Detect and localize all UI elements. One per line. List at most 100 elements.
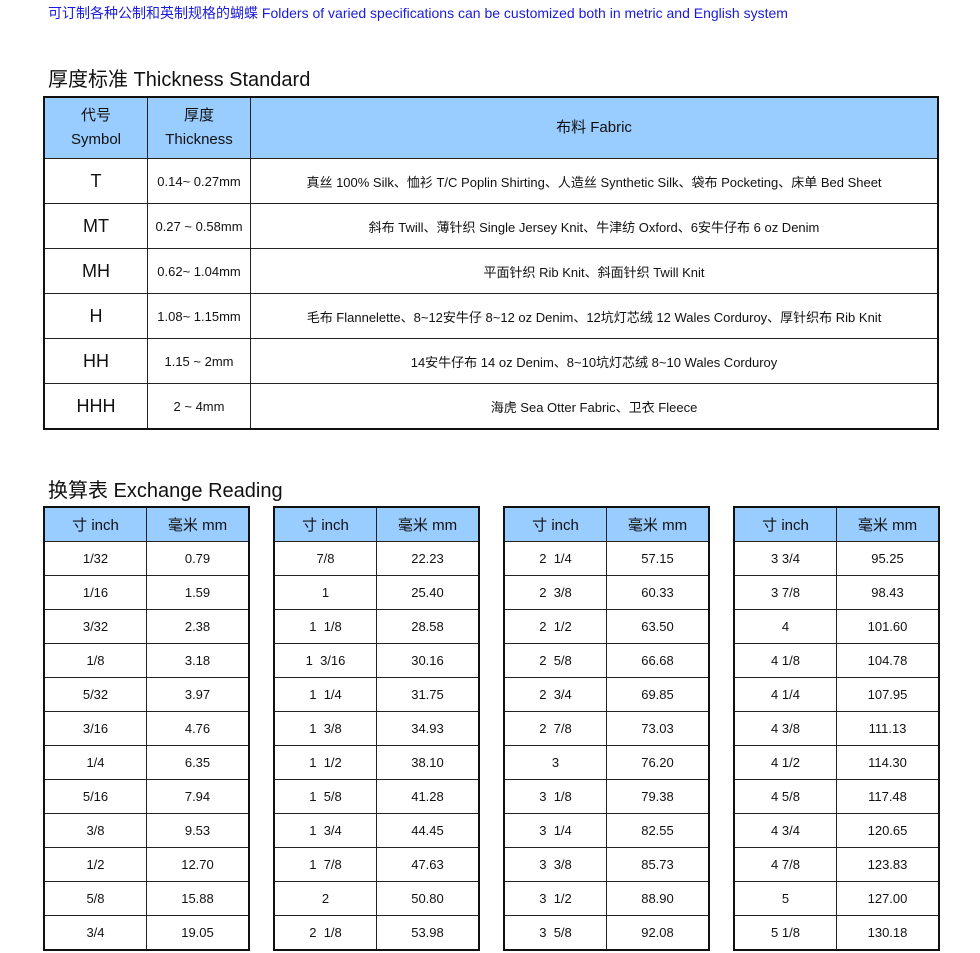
exchange-row: 2 5/8 66.68 bbox=[503, 643, 710, 678]
exchange-row: 1/16 1.59 bbox=[43, 575, 250, 610]
thickness-row: HH 1.15 ~ 2mm 14安牛仔布 14 oz Denim、8~10坑灯芯绒 … bbox=[43, 338, 939, 384]
mm-cell: 22.23 bbox=[376, 541, 480, 576]
inch-cell: 3 7/8 bbox=[733, 575, 837, 610]
exchange-row: 3/8 9.53 bbox=[43, 813, 250, 848]
inch-cell: 1 3/4 bbox=[273, 813, 377, 848]
mm-cell: 101.60 bbox=[836, 609, 940, 644]
exchange-row: 1/4 6.35 bbox=[43, 745, 250, 780]
exchange-row: 3 7/8 98.43 bbox=[733, 575, 940, 610]
exchange-table: 寸 inch 毫米 mm 2 1/4 57.15 2 3/8 60.33 2 1/2 63.5… bbox=[503, 506, 710, 951]
exchange-row: 4 3/4 120.65 bbox=[733, 813, 940, 848]
thickness-header-cn: 厚度 bbox=[183, 107, 214, 124]
mm-cell: 38.10 bbox=[376, 745, 480, 780]
symbol-cell: MH bbox=[43, 248, 148, 294]
inch-cell: 4 7/8 bbox=[733, 847, 837, 882]
exchange-row: 3 5/8 92.08 bbox=[503, 915, 710, 951]
mm-cell: 92.08 bbox=[606, 915, 710, 951]
mm-cell: 123.83 bbox=[836, 847, 940, 882]
mm-cell: 31.75 bbox=[376, 677, 480, 712]
symbol-cell: H bbox=[43, 293, 148, 339]
inch-header: 寸 inch bbox=[503, 506, 607, 542]
exchange-row: 4 5/8 117.48 bbox=[733, 779, 940, 814]
thickness-table: 代号 Symbol 厚度 Thickness 布料 Fabric T 0.14~ 0.… bbox=[43, 96, 939, 430]
mm-cell: 85.73 bbox=[606, 847, 710, 882]
inch-cell: 1 1/2 bbox=[273, 745, 377, 780]
thickness-cell: 0.62~ 1.04mm bbox=[147, 248, 251, 294]
mm-cell: 28.58 bbox=[376, 609, 480, 644]
mm-cell: 1.59 bbox=[146, 575, 250, 610]
inch-cell: 1 1/4 bbox=[273, 677, 377, 712]
inch-cell: 1 5/8 bbox=[273, 779, 377, 814]
mm-cell: 76.20 bbox=[606, 745, 710, 780]
exchange-row: 2 7/8 73.03 bbox=[503, 711, 710, 746]
mm-cell: 114.30 bbox=[836, 745, 940, 780]
exchange-row: 7/8 22.23 bbox=[273, 541, 480, 576]
inch-cell: 2 1/4 bbox=[503, 541, 607, 576]
inch-cell: 1 3/16 bbox=[273, 643, 377, 678]
mm-cell: 130.18 bbox=[836, 915, 940, 951]
mm-cell: 60.33 bbox=[606, 575, 710, 610]
mm-cell: 107.95 bbox=[836, 677, 940, 712]
inch-cell: 3 3/8 bbox=[503, 847, 607, 882]
inch-cell: 3 1/4 bbox=[503, 813, 607, 848]
exchange-row: 4 1/4 107.95 bbox=[733, 677, 940, 712]
symbol-cell: T bbox=[43, 158, 148, 204]
inch-cell: 4 1/4 bbox=[733, 677, 837, 712]
inch-cell: 3 3/4 bbox=[733, 541, 837, 576]
fabric-cell: 斜布 Twill、薄针织 Single Jersey Knit、牛津纺 Oxfo… bbox=[250, 203, 939, 249]
inch-cell: 1 3/8 bbox=[273, 711, 377, 746]
exchange-row: 2 1/2 63.50 bbox=[503, 609, 710, 644]
exchange-row: 2 3/8 60.33 bbox=[503, 575, 710, 610]
exchange-row: 2 1/4 57.15 bbox=[503, 541, 710, 576]
mm-cell: 30.16 bbox=[376, 643, 480, 678]
fabric-cell: 真丝 100% Silk、恤衫 T/C Poplin Shirting、人造丝 … bbox=[250, 158, 939, 204]
exchange-row: 5 1/8 130.18 bbox=[733, 915, 940, 951]
inch-cell: 2 5/8 bbox=[503, 643, 607, 678]
thickness-title: 厚度标准 Thickness Standard bbox=[48, 69, 311, 91]
mm-cell: 9.53 bbox=[146, 813, 250, 848]
inch-cell: 2 3/4 bbox=[503, 677, 607, 712]
mm-cell: 120.65 bbox=[836, 813, 940, 848]
exchange-row: 5 127.00 bbox=[733, 881, 940, 916]
inch-cell: 1/32 bbox=[43, 541, 147, 576]
thickness-cell: 2 ~ 4mm bbox=[147, 383, 251, 430]
inch-cell: 4 1/2 bbox=[733, 745, 837, 780]
inch-cell: 5 1/8 bbox=[733, 915, 837, 951]
inch-header: 寸 inch bbox=[733, 506, 837, 542]
mm-cell: 82.55 bbox=[606, 813, 710, 848]
exchange-row: 1/2 12.70 bbox=[43, 847, 250, 882]
exchange-table: 寸 inch 毫米 mm 3 3/4 95.25 3 7/8 98.43 4 101.60 4 … bbox=[733, 506, 940, 951]
exchange-table: 寸 inch 毫米 mm 1/32 0.79 1/16 1.59 3/32 2.38 1/8 3.… bbox=[43, 506, 250, 951]
thickness-row: MH 0.62~ 1.04mm 平面针织 Rib Knit、斜面针织 Twill K… bbox=[43, 248, 939, 294]
exchange-row: 3 3/8 85.73 bbox=[503, 847, 710, 882]
inch-cell: 3 bbox=[503, 745, 607, 780]
exchange-row: 5/16 7.94 bbox=[43, 779, 250, 814]
exchange-row: 1/32 0.79 bbox=[43, 541, 250, 576]
inch-cell: 2 3/8 bbox=[503, 575, 607, 610]
mm-cell: 0.79 bbox=[146, 541, 250, 576]
inch-cell: 2 1/8 bbox=[273, 915, 377, 951]
exchange-row: 3 3/4 95.25 bbox=[733, 541, 940, 576]
inch-header: 寸 inch bbox=[43, 506, 147, 542]
mm-cell: 79.38 bbox=[606, 779, 710, 814]
mm-header: 毫米 mm bbox=[376, 506, 480, 542]
thickness-row: HHH 2 ~ 4mm 海虎 Sea Otter Fabric、卫衣 Fleece bbox=[43, 383, 939, 430]
fabric-cell: 平面针织 Rib Knit、斜面针织 Twill Knit bbox=[250, 248, 939, 294]
mm-cell: 7.94 bbox=[146, 779, 250, 814]
exchange-table: 寸 inch 毫米 mm 7/8 22.23 1 25.40 1 1/8 28.58 1 3/1… bbox=[273, 506, 480, 951]
symbol-header: 代号 Symbol bbox=[43, 96, 148, 159]
exchange-row: 3/32 2.38 bbox=[43, 609, 250, 644]
mm-cell: 44.45 bbox=[376, 813, 480, 848]
mm-cell: 69.85 bbox=[606, 677, 710, 712]
mm-cell: 12.70 bbox=[146, 847, 250, 882]
exchange-row: 1 5/8 41.28 bbox=[273, 779, 480, 814]
inch-cell: 3 5/8 bbox=[503, 915, 607, 951]
inch-cell: 2 bbox=[273, 881, 377, 916]
mm-cell: 3.97 bbox=[146, 677, 250, 712]
symbol-header-en: Symbol bbox=[70, 131, 122, 148]
inch-cell: 4 3/4 bbox=[733, 813, 837, 848]
fabric-cell: 毛布 Flannelette、8~12安牛仔 8~12 oz Denim、12坑… bbox=[250, 293, 939, 339]
exchange-row: 1 3/4 44.45 bbox=[273, 813, 480, 848]
mm-cell: 98.43 bbox=[836, 575, 940, 610]
inch-header: 寸 inch bbox=[273, 506, 377, 542]
